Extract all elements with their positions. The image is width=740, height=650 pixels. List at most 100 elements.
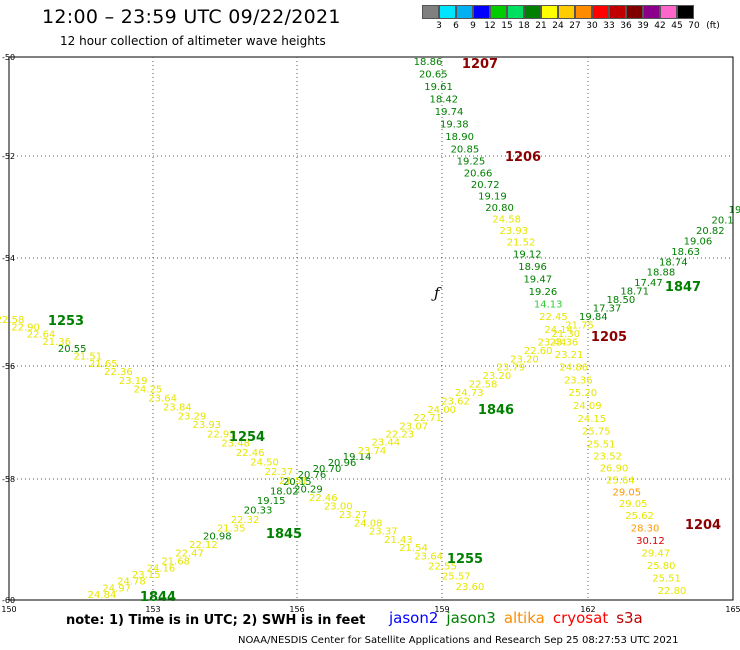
wave-height-value: 22.55 — [428, 561, 457, 572]
wave-height-value: 20.1 — [712, 215, 734, 226]
legend-label: 42 — [654, 21, 666, 31]
wave-height-value: 21.35 — [217, 523, 246, 534]
wave-height-value: 23.84 — [163, 402, 192, 413]
wave-height-value: 20.98 — [203, 532, 232, 543]
wave-height-value: 21.43 — [384, 535, 413, 546]
pass-time-label: 1206 — [505, 150, 541, 165]
legend-swatch — [456, 5, 473, 19]
pass-time-label: 1253 — [48, 314, 84, 329]
wave-height-value: 21.65 — [89, 359, 118, 370]
pass-time-label: 1255 — [447, 552, 483, 567]
wave-height-value: 18.63 — [671, 247, 700, 258]
wave-height-value: 22.36 — [104, 367, 133, 378]
satellite-legend: jason2 jason3 altika cryosat s3a — [389, 609, 651, 627]
legend-swatch — [643, 5, 660, 19]
x-tick-label: 150 — [1, 605, 16, 614]
color-legend: 3 6 9 12 15 18 21 24 27 30 33 36 39 42 45 70 (ft) — [422, 5, 727, 35]
wave-height-value: 29.05 — [612, 487, 641, 498]
legend-swatch — [422, 5, 439, 19]
x-tick-label: 156 — [289, 605, 304, 614]
x-tick-label: 159 — [434, 605, 449, 614]
satellite-name: cryosat — [552, 609, 609, 627]
wave-height-value: 23.19 — [119, 376, 148, 387]
wave-height-value: 23.79 — [496, 363, 525, 374]
wave-height-value: 20.65 — [419, 70, 448, 81]
wave-height-value: 17.37 — [593, 303, 622, 314]
wave-height-value: 21.36 — [42, 337, 71, 348]
wave-height-value: 20.80 — [485, 203, 514, 214]
wave-height-value: 22.47 — [175, 548, 204, 559]
axis-tick-labels: 150 153 156 159 162 165 -50 -52 -54 -56 -58 -60 — [1, 53, 740, 614]
wave-height-value: 24.86 — [559, 363, 588, 374]
wave-height-value: 21.68 — [161, 557, 190, 568]
legend-label: 9 — [470, 21, 476, 31]
wave-height-value: 19.14 — [343, 452, 372, 463]
legend-swatch — [490, 5, 507, 19]
wave-height-value: 25.51 — [652, 574, 681, 585]
wave-height-value: 22.90 — [11, 322, 40, 333]
wave-height-value: 23.74 — [358, 446, 387, 457]
track-t1253: 22.5822.9022.6421.3620.5521.5121.6522.36… — [0, 314, 484, 593]
wave-height-value: 23.44 — [538, 337, 567, 348]
wave-height-value: 22.60 — [524, 346, 553, 357]
wave-height-value: 22.58 — [0, 315, 24, 326]
y-tick-label: -54 — [2, 254, 15, 263]
wave-height-value: 22.46 — [309, 493, 338, 504]
satellite-name: jason3 — [446, 609, 496, 627]
legend-label: 30 — [586, 21, 598, 31]
wave-height-value: 21.51 — [73, 352, 102, 363]
legend-swatch — [507, 5, 524, 19]
pass-time-label: 1254 — [229, 430, 265, 445]
wave-height-value: 17.47 — [634, 278, 663, 289]
wave-height-value: 21.54 — [399, 543, 428, 554]
wave-height-value: 25.80 — [647, 561, 676, 572]
wave-height-value: 24.50 — [250, 457, 279, 468]
legend-swatches — [422, 5, 727, 19]
wave-height-value: 19 — [729, 205, 740, 216]
legend-swatch — [473, 5, 490, 19]
wave-height-value: 23.37 — [369, 527, 398, 538]
wave-height-value: 23.44 — [372, 438, 401, 449]
wave-height-value: 23.27 — [339, 510, 368, 521]
wave-height-value: 29.05 — [619, 499, 648, 510]
wave-height-value: 18.02 — [270, 486, 299, 497]
wave-height-value: 25.20 — [568, 388, 597, 399]
wave-height-value: 23.15 — [132, 570, 161, 581]
wave-height-value: 19.84 — [579, 312, 608, 323]
wave-height-value: 23.64 — [148, 394, 177, 405]
wave-height-value: 23.93 — [500, 226, 529, 237]
x-tick-label: 165 — [725, 605, 740, 614]
wave-height-value: 20.29 — [294, 485, 323, 496]
wave-height-value: 23.36 — [550, 337, 579, 348]
lat-lon-grid — [8, 56, 734, 601]
legend-label: 36 — [620, 21, 632, 31]
pass-time-label: 1845 — [266, 527, 302, 542]
wave-height-value: 19.38 — [440, 120, 469, 131]
track-t1844: 24.8424.9724.7823.1524.1621.6822.4722.12… — [88, 205, 740, 605]
wave-height-value: 24.78 — [117, 577, 146, 588]
wave-height-value: 23.07 — [399, 421, 428, 432]
wave-height-value: 18.71 — [620, 286, 649, 297]
pass-time-label: 1204 — [685, 518, 721, 533]
wave-height-value: 18.86 — [414, 57, 443, 68]
legend-swatch — [677, 5, 694, 19]
page-title: 12:00 – 23:59 UTC 09/22/2021 — [42, 6, 341, 28]
legend-label: 18 — [518, 21, 530, 31]
wave-height-value: 19.06 — [684, 236, 713, 247]
wave-height-value: 22.93 — [207, 429, 236, 440]
wave-height-value: 23.48 — [221, 439, 250, 450]
wave-height-value: 23.64 — [414, 551, 443, 562]
legend-swatch — [592, 5, 609, 19]
wave-height-value: 22.45 — [539, 312, 568, 323]
wave-height-value: 20.76 — [298, 470, 327, 481]
wave-height-value: 18.90 — [445, 132, 474, 143]
y-tick-label: -56 — [2, 362, 15, 371]
wave-height-value: 22.23 — [385, 429, 414, 440]
wave-height-value: 22.32 — [231, 515, 260, 526]
wave-height-value: 24.09 — [573, 401, 602, 412]
wave-height-value: 24.97 — [102, 583, 131, 594]
wave-height-value: 23.62 — [441, 397, 470, 408]
wave-height-value: 14.13 — [534, 300, 563, 311]
wave-height-value: 19.74 — [435, 107, 464, 118]
